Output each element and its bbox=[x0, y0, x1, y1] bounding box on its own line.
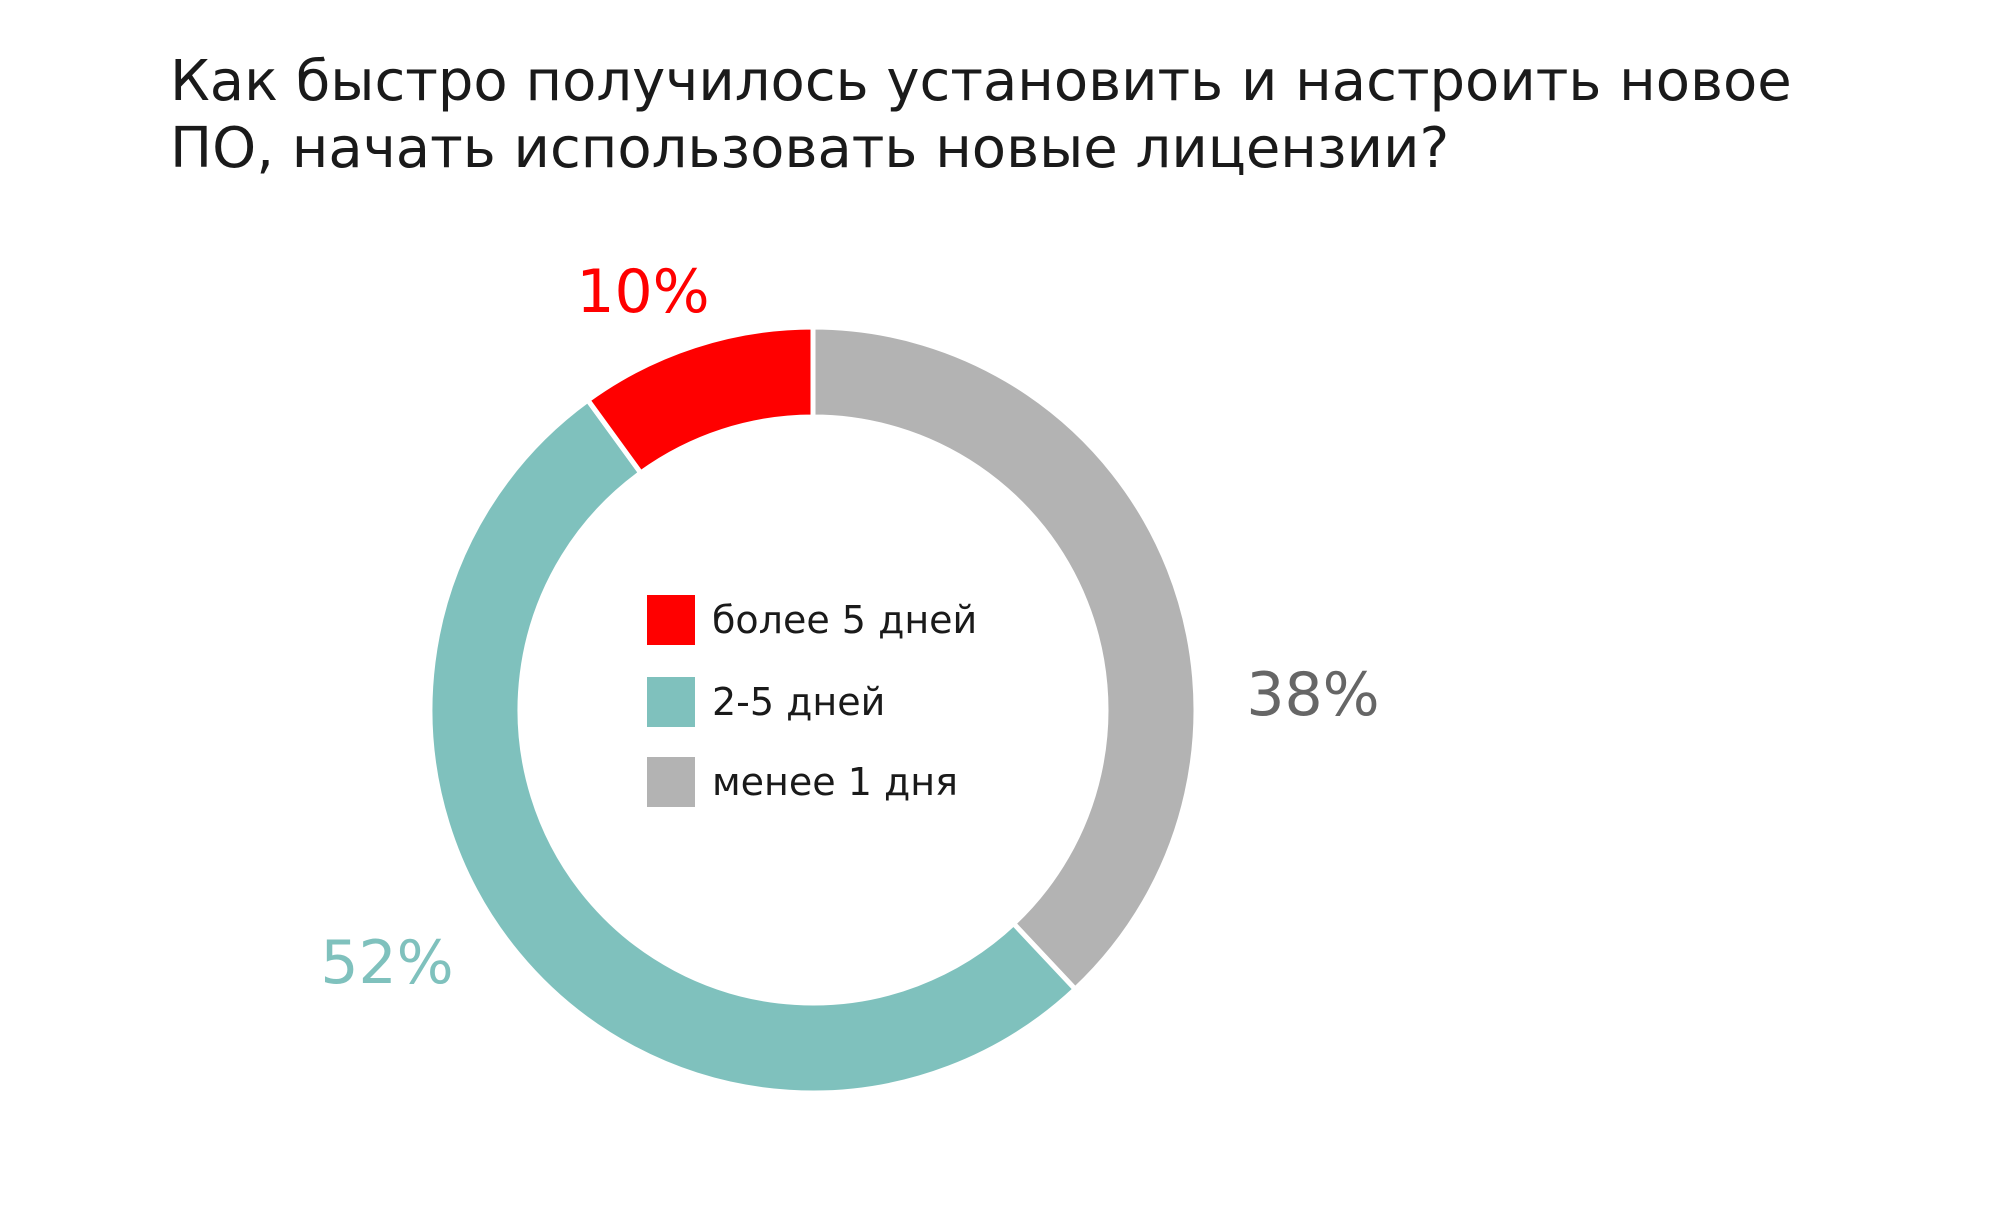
legend-swatch-2 bbox=[647, 677, 695, 727]
legend-swatch-1 bbox=[647, 595, 695, 645]
legend-swatch-3 bbox=[647, 757, 695, 807]
legend-label-3: менее 1 дня bbox=[712, 760, 958, 804]
legend-label-1: более 5 дней bbox=[712, 598, 977, 642]
percent-label-2: 52% bbox=[320, 928, 453, 998]
percent-label-1: 10% bbox=[576, 257, 709, 327]
donut-slice-3 bbox=[810, 324, 1199, 993]
percent-label-3: 38% bbox=[1246, 660, 1379, 730]
donut-slice-1 bbox=[584, 324, 816, 477]
chart-title: Как быстро получилось установить и настр… bbox=[170, 49, 1792, 181]
donut-slice-2 bbox=[427, 396, 1079, 1096]
legend-label-2: 2-5 дней bbox=[712, 680, 885, 724]
